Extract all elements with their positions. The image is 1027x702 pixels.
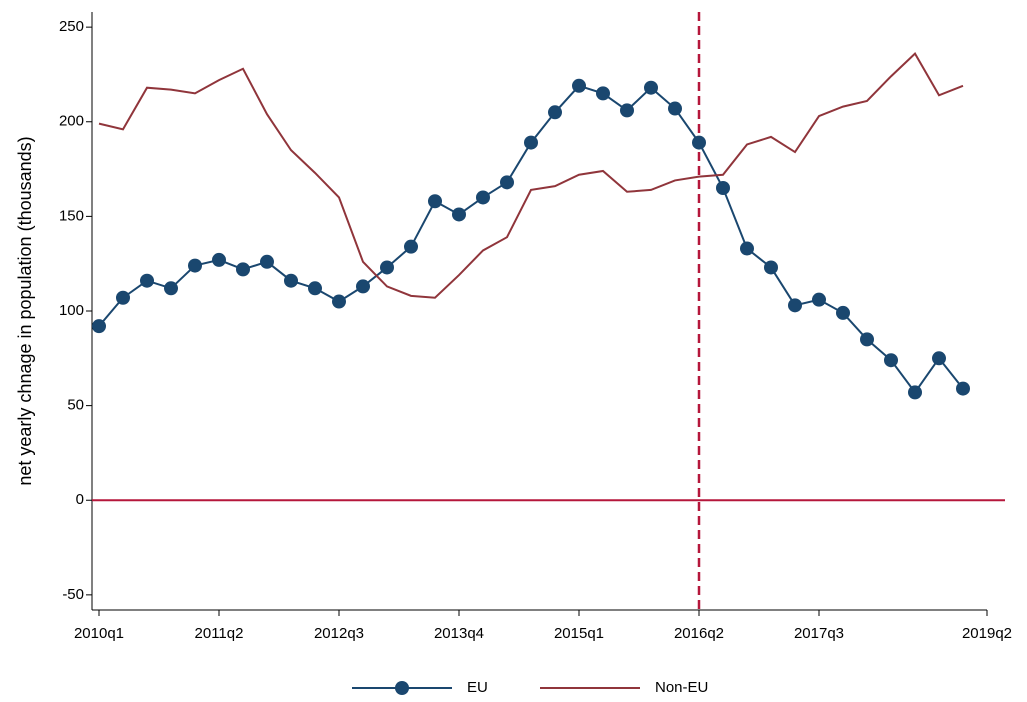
point xyxy=(932,351,946,366)
point xyxy=(212,252,226,267)
y-tick-label: 50 xyxy=(67,397,84,414)
y-tick-label: 100 xyxy=(59,302,84,319)
x-tick-label: 2016q2 xyxy=(674,625,724,642)
x-tick-label: 2012q3 xyxy=(314,625,364,642)
point xyxy=(908,385,922,400)
x-tick-label: 2011q2 xyxy=(195,625,244,642)
point xyxy=(164,281,178,296)
point xyxy=(188,258,202,273)
point xyxy=(884,353,898,368)
point xyxy=(836,305,850,320)
y-axis-label: net yearly chnage in population (thousan… xyxy=(15,136,35,485)
point xyxy=(116,290,130,305)
x-tick-label: 2010q1 xyxy=(74,625,124,642)
y-tick-label: 150 xyxy=(59,207,84,224)
point xyxy=(332,294,346,309)
point xyxy=(812,292,826,307)
legend-label: Non-EU xyxy=(655,679,708,696)
point xyxy=(260,254,274,269)
point xyxy=(764,260,778,275)
point xyxy=(548,105,562,120)
point xyxy=(476,190,490,205)
point xyxy=(740,241,754,256)
series-line xyxy=(98,52,964,299)
point xyxy=(92,319,106,334)
point xyxy=(428,194,442,209)
point xyxy=(356,279,370,294)
point xyxy=(140,273,154,288)
legend-marker xyxy=(395,681,409,695)
point xyxy=(452,207,466,222)
point xyxy=(524,135,538,150)
y-tick-label: 200 xyxy=(59,113,84,130)
legend-label: EU xyxy=(467,679,488,696)
y-tick-label: 0 xyxy=(76,491,84,508)
point xyxy=(956,381,970,396)
point xyxy=(788,298,802,313)
point xyxy=(500,175,514,190)
series-line xyxy=(98,84,964,395)
x-tick-label: 2019q2 xyxy=(962,625,1012,642)
point xyxy=(668,101,682,116)
point xyxy=(644,80,658,95)
x-tick-label: 2015q1 xyxy=(554,625,604,642)
point xyxy=(716,180,730,195)
point xyxy=(860,332,874,347)
point xyxy=(308,281,322,296)
point xyxy=(404,239,418,254)
y-tick-label: 250 xyxy=(59,18,84,35)
point xyxy=(620,103,634,118)
point xyxy=(572,78,586,93)
point xyxy=(236,262,250,277)
y-tick-label: -50 xyxy=(62,586,84,603)
x-tick-label: 2013q4 xyxy=(434,625,484,642)
point xyxy=(284,273,298,288)
point xyxy=(380,260,394,275)
x-tick-label: 2017q3 xyxy=(794,625,844,642)
point xyxy=(692,135,706,150)
point xyxy=(596,86,610,101)
